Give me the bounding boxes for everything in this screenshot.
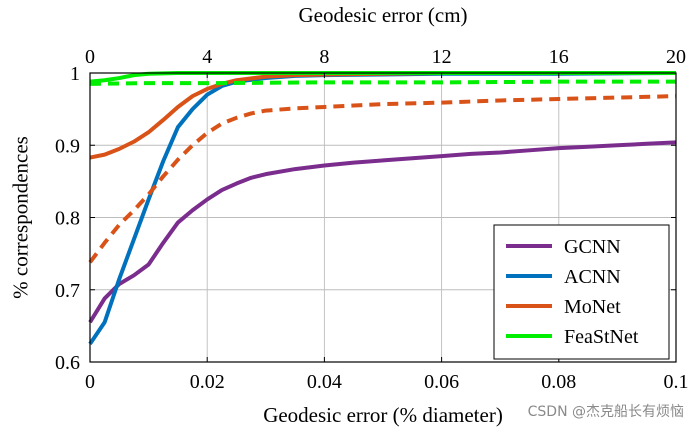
series-line-gcnn <box>88 140 677 324</box>
x-tick-label: 0 <box>85 371 95 393</box>
x-tick-label: 0.04 <box>307 371 342 393</box>
series-lines <box>88 71 677 346</box>
x-tick-label: 0.06 <box>424 371 459 393</box>
legend-label: GCNN <box>564 236 621 258</box>
top-x-tick-label: 8 <box>319 46 329 68</box>
x-tick-label: 0.1 <box>664 371 689 393</box>
y-tick-label: 0.8 <box>55 208 80 230</box>
tick-marks <box>89 72 677 363</box>
top-x-tick-label: 12 <box>432 46 452 68</box>
top-x-tick-label: 20 <box>666 46 686 68</box>
series-line-dashed-5 <box>89 79 676 86</box>
watermark: CSDN @杰克船长有烦恼 <box>528 404 684 420</box>
y-tick-label: 0.7 <box>55 280 80 302</box>
tick-labels: 0 0.02 0.04 0.06 0.08 0.1 0 4 8 12 16 20 0.6 0.7 0.8 0.… <box>55 46 689 393</box>
y-tick-label: 0.9 <box>55 135 80 157</box>
x-tick-label: 0.08 <box>541 371 576 393</box>
legend-label: MoNet <box>564 296 621 318</box>
legend: GCNN ACNN MoNet FeaStNet <box>493 224 670 360</box>
legend-label: FeaStNet <box>564 326 639 348</box>
series-line-dashed-3 <box>88 94 677 264</box>
y-tick-label: 0.6 <box>55 352 80 374</box>
y-tick-label: 1 <box>70 63 80 85</box>
x-axis-title: Geodesic error (% diameter) <box>263 403 503 427</box>
top-x-tick-label: 0 <box>85 46 95 68</box>
y-axis-title: % correspondences <box>8 136 32 299</box>
legend-label: ACNN <box>564 266 621 288</box>
top-axis-title: Geodesic error (cm) <box>298 3 467 27</box>
series-line-feastnet <box>89 71 676 84</box>
top-x-tick-label: 4 <box>202 46 212 68</box>
x-tick-label: 0.02 <box>190 371 225 393</box>
top-x-tick-label: 16 <box>549 46 569 68</box>
